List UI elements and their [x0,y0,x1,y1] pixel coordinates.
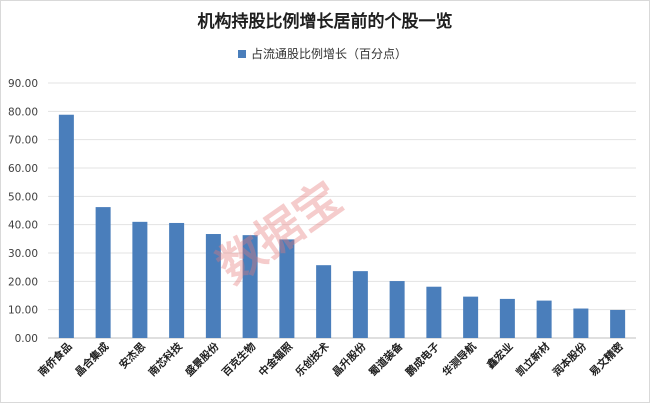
y-tick-label: 50.00 [8,191,38,203]
y-tick-label: 60.00 [8,163,38,175]
bar [169,222,185,338]
y-axis: 0.00 10.00 20.00 30.00 40.00 50.00 60.00 70.00 8… [8,78,38,345]
category-label: 晶升股份 [330,340,369,379]
category-label: 中金辐照 [256,340,295,379]
category-label: 盛景股份 [183,340,222,379]
category-label: 华测导航 [440,340,479,379]
y-tick-label: 40.00 [8,220,38,232]
category-label: 凯立新材 [513,340,552,379]
legend: 占流通股比例增长（百分点） [238,46,407,61]
category-label: 蜀道装备 [366,340,405,379]
category-label: 易文精密 [587,340,626,379]
category-label: 鹏成电子 [403,340,442,379]
category-label: 百克生物 [219,340,258,379]
bars [58,114,626,338]
bar [279,239,295,338]
bar [242,235,258,338]
category-label: 安杰思 [117,340,149,372]
y-tick-label: 30.00 [8,248,38,260]
bar [352,271,368,338]
category-label: 晶合集成 [72,340,111,379]
category-label: 润本股份 [550,340,589,379]
legend-swatch [238,50,246,58]
bar [132,221,148,338]
bar [426,286,442,338]
bar [58,114,74,338]
y-tick-label: 70.00 [8,135,38,147]
bar [536,300,552,338]
bar [463,296,479,338]
bar [610,309,626,338]
bar [499,298,515,338]
category-label: 南芯科技 [146,340,185,379]
y-tick-label: 10.00 [8,305,38,317]
bar [573,308,589,338]
bar [95,207,111,338]
legend-label: 占流通股比例增长（百分点） [251,46,407,61]
y-tick-label: 0.00 [15,333,38,345]
y-tick-label: 90.00 [8,78,38,90]
category-label: 南侨食品 [36,340,75,379]
bar [316,265,332,338]
bar [389,281,405,338]
category-label: 乐创技术 [293,340,332,379]
chart-title: 机构持股比例增长居前的个股一览 [198,11,453,32]
y-tick-label: 20.00 [8,276,38,288]
category-label: 鑫宏业 [483,340,516,373]
bar [205,234,221,338]
y-tick-label: 80.00 [8,106,38,118]
